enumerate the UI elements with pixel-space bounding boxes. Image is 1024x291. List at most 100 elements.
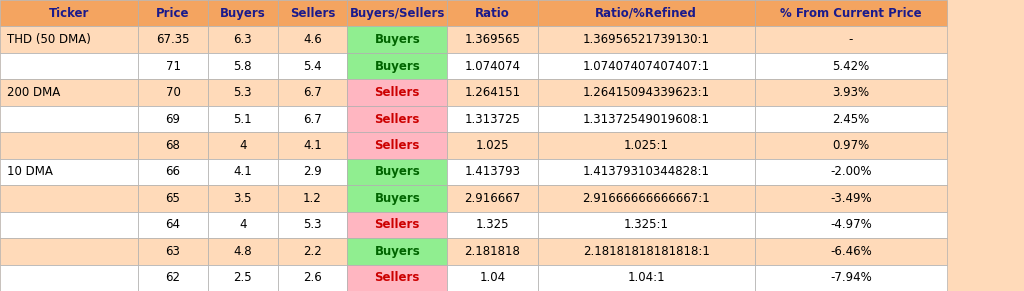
Text: 1.31372549019608:1: 1.31372549019608:1	[583, 113, 710, 125]
Bar	[0, 132, 138, 159]
Bar	[755, 185, 947, 212]
Text: -: -	[849, 33, 853, 46]
Bar	[447, 265, 538, 291]
Bar	[0, 159, 138, 185]
Bar	[347, 212, 447, 238]
Bar	[538, 132, 755, 159]
Bar	[278, 238, 347, 265]
Bar	[755, 106, 947, 132]
Text: 68: 68	[166, 139, 180, 152]
Bar	[278, 132, 347, 159]
Bar	[0, 185, 138, 212]
Text: Sellers: Sellers	[375, 86, 420, 99]
Text: 5.8: 5.8	[233, 60, 252, 73]
Text: Buyers: Buyers	[375, 33, 420, 46]
Bar	[347, 26, 447, 53]
Bar	[138, 26, 208, 53]
Text: 5.3: 5.3	[233, 86, 252, 99]
Bar	[208, 53, 278, 79]
Text: 4.6: 4.6	[303, 33, 322, 46]
Bar	[208, 132, 278, 159]
Text: 1.025:1: 1.025:1	[624, 139, 669, 152]
Bar	[138, 53, 208, 79]
Text: 64: 64	[166, 218, 180, 231]
Text: 10 DMA: 10 DMA	[7, 166, 53, 178]
Text: 66: 66	[166, 166, 180, 178]
Text: Buyers: Buyers	[220, 7, 265, 20]
Bar	[447, 185, 538, 212]
Text: 4.8: 4.8	[233, 245, 252, 258]
Text: 71: 71	[166, 60, 180, 73]
Text: 65: 65	[166, 192, 180, 205]
Text: 1.325: 1.325	[476, 218, 509, 231]
Text: 67.35: 67.35	[157, 33, 189, 46]
Text: 4.1: 4.1	[233, 166, 252, 178]
Bar	[208, 265, 278, 291]
Bar	[538, 265, 755, 291]
Bar	[447, 53, 538, 79]
Bar	[278, 159, 347, 185]
Text: 3.5: 3.5	[233, 192, 252, 205]
Text: 2.2: 2.2	[303, 245, 322, 258]
Text: Sellers: Sellers	[375, 139, 420, 152]
Bar	[0, 238, 138, 265]
Text: 4: 4	[239, 218, 247, 231]
Bar	[0, 79, 138, 106]
Text: 1.26415094339623:1: 1.26415094339623:1	[583, 86, 710, 99]
Bar	[0, 0, 138, 26]
Bar	[138, 185, 208, 212]
Text: 0.97%: 0.97%	[833, 139, 869, 152]
Text: -4.97%: -4.97%	[830, 218, 871, 231]
Text: 1.074074: 1.074074	[465, 60, 520, 73]
Text: 3.93%: 3.93%	[833, 86, 869, 99]
Bar	[347, 132, 447, 159]
Text: 6.3: 6.3	[233, 33, 252, 46]
Bar	[447, 79, 538, 106]
Text: 4.1: 4.1	[303, 139, 322, 152]
Text: Buyers/Sellers: Buyers/Sellers	[349, 7, 445, 20]
Bar	[538, 53, 755, 79]
Bar	[138, 265, 208, 291]
Bar	[0, 212, 138, 238]
Bar	[208, 26, 278, 53]
Bar	[755, 132, 947, 159]
Bar	[347, 106, 447, 132]
Bar	[538, 159, 755, 185]
Text: 69: 69	[166, 113, 180, 125]
Text: 4: 4	[239, 139, 247, 152]
Bar	[278, 53, 347, 79]
Text: 5.42%: 5.42%	[833, 60, 869, 73]
Bar	[138, 0, 208, 26]
Text: 2.6: 2.6	[303, 271, 322, 284]
Bar	[138, 238, 208, 265]
Bar	[208, 159, 278, 185]
Bar	[278, 0, 347, 26]
Text: 5.3: 5.3	[303, 218, 322, 231]
Text: Sellers: Sellers	[375, 271, 420, 284]
Text: Sellers: Sellers	[290, 7, 335, 20]
Bar	[278, 265, 347, 291]
Bar	[538, 0, 755, 26]
Bar	[447, 238, 538, 265]
Bar	[538, 106, 755, 132]
Bar	[755, 212, 947, 238]
Bar	[755, 53, 947, 79]
Text: 2.45%: 2.45%	[833, 113, 869, 125]
Bar	[208, 79, 278, 106]
Bar	[278, 26, 347, 53]
Text: 1.04: 1.04	[479, 271, 506, 284]
Bar	[138, 79, 208, 106]
Bar	[447, 0, 538, 26]
Bar	[755, 238, 947, 265]
Text: Price: Price	[157, 7, 189, 20]
Text: Ticker: Ticker	[49, 7, 89, 20]
Bar	[0, 53, 138, 79]
Bar	[278, 79, 347, 106]
Bar	[447, 159, 538, 185]
Text: THD (50 DMA): THD (50 DMA)	[7, 33, 91, 46]
Text: 5.4: 5.4	[303, 60, 322, 73]
Text: 1.413793: 1.413793	[465, 166, 520, 178]
Text: 1.313725: 1.313725	[465, 113, 520, 125]
Bar	[755, 0, 947, 26]
Text: 1.36956521739130:1: 1.36956521739130:1	[583, 33, 710, 46]
